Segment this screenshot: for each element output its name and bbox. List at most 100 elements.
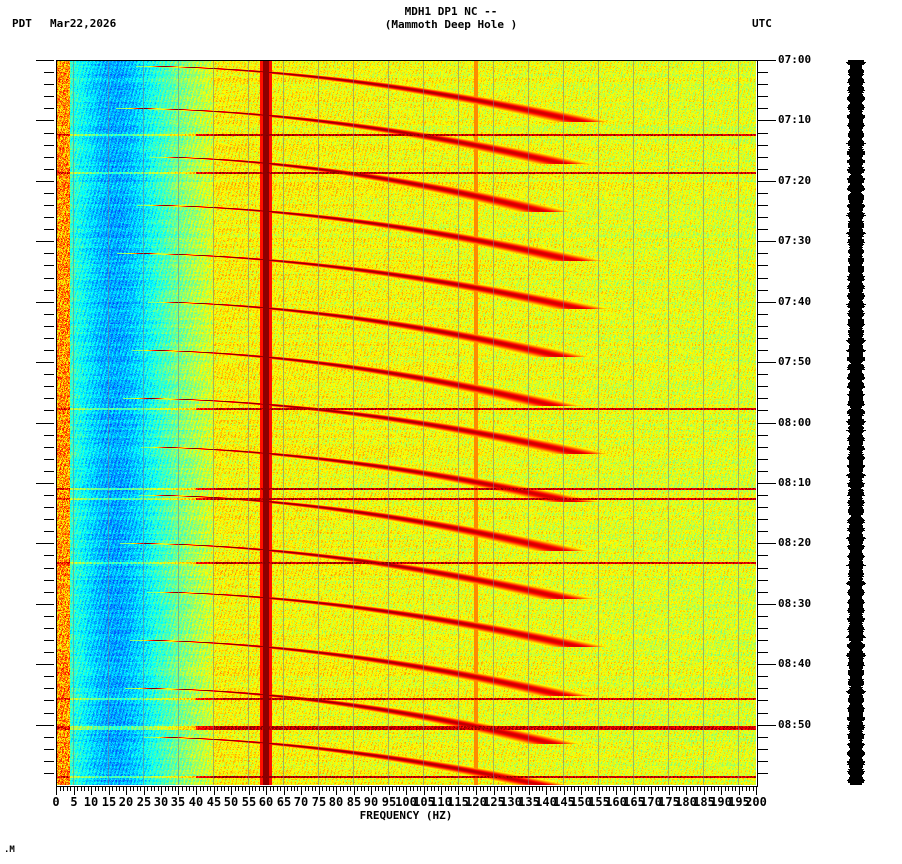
frequency-tick-minor: [410, 786, 411, 791]
frequency-tick-minor: [60, 786, 61, 791]
time-tick-minor: [44, 713, 54, 714]
frequency-tick-minor: [294, 786, 295, 791]
frequency-tick-minor: [193, 786, 194, 791]
time-tick-minor: [44, 749, 54, 750]
frequency-tick-minor: [641, 786, 642, 791]
time-label-utc: 07:50: [778, 355, 812, 368]
time-axis-left-pdt: 00:0000:1000:2000:3000:4000:5001:0001:10…: [0, 60, 56, 785]
frequency-tick-major: [634, 786, 635, 795]
frequency-tick-minor: [98, 786, 99, 791]
frequency-tick-minor: [672, 786, 673, 791]
frequency-tick-minor: [592, 786, 593, 791]
frequency-label: 30: [153, 795, 169, 809]
frequency-tick-minor: [606, 786, 607, 791]
frequency-tick-major: [214, 786, 215, 795]
frequency-tick-minor: [697, 786, 698, 791]
frequency-tick-major: [599, 786, 600, 795]
frequency-tick-minor: [235, 786, 236, 791]
frequency-tick-minor: [749, 786, 750, 791]
frequency-label: 165: [623, 795, 645, 809]
time-tick-minor: [44, 616, 54, 617]
frequency-tick-major: [336, 786, 337, 795]
frequency-label: 125: [483, 795, 505, 809]
frequency-label: 130: [500, 795, 522, 809]
time-tick-minor: [758, 278, 768, 279]
time-tick-minor: [758, 495, 768, 496]
time-tick-major: [758, 725, 776, 726]
frequency-tick-minor: [728, 786, 729, 791]
frequency-tick-minor: [588, 786, 589, 791]
frequency-tick-minor: [140, 786, 141, 791]
frequency-tick-minor: [637, 786, 638, 791]
frequency-tick-minor: [242, 786, 243, 791]
frequency-tick-major: [178, 786, 179, 795]
frequency-tick-minor: [466, 786, 467, 791]
time-axis-right-utc: 07:00 07:10 07:20 07:30 07:40 07:50 08:00 08:10…: [757, 54, 813, 785]
frequency-tick-minor: [350, 786, 351, 791]
frequency-tick-minor: [200, 786, 201, 791]
frequency-tick-minor: [357, 786, 358, 791]
frequency-tick-minor: [228, 786, 229, 791]
frequency-tick-minor: [490, 786, 491, 791]
time-tick-minor: [44, 205, 54, 206]
frequency-tick-minor: [396, 786, 397, 791]
frequency-tick-minor: [67, 786, 68, 791]
time-tick-major: [36, 60, 54, 61]
time-tick-minor: [44, 157, 54, 158]
time-tick-minor: [44, 555, 54, 556]
time-tick-minor: [758, 531, 768, 532]
frequency-tick-minor: [553, 786, 554, 791]
time-tick-minor: [758, 157, 768, 158]
time-tick-minor: [758, 447, 768, 448]
time-tick-minor: [44, 278, 54, 279]
time-tick-major: [36, 543, 54, 544]
frequency-axis-title: FREQUENCY (HZ): [359, 809, 453, 822]
frequency-label: 200: [745, 795, 767, 809]
frequency-label: 80: [328, 795, 344, 809]
time-tick-major: [758, 120, 776, 121]
time-tick-minor: [44, 314, 54, 315]
frequency-tick-minor: [137, 786, 138, 791]
frequency-tick-minor: [105, 786, 106, 791]
time-tick-minor: [44, 519, 54, 520]
frequency-tick-major: [581, 786, 582, 795]
time-tick-major: [758, 362, 776, 363]
frequency-label: 100: [395, 795, 417, 809]
frequency-tick-minor: [116, 786, 117, 791]
time-tick-major: [758, 423, 776, 424]
frequency-label: 40: [188, 795, 204, 809]
frequency-tick-minor: [445, 786, 446, 791]
frequency-tick-minor: [658, 786, 659, 791]
time-tick-minor: [758, 737, 768, 738]
frequency-tick-minor: [735, 786, 736, 791]
frequency-tick-minor: [420, 786, 421, 791]
frequency-tick-major: [721, 786, 722, 795]
frequency-tick-minor: [343, 786, 344, 791]
frequency-tick-minor: [203, 786, 204, 791]
frequency-tick-minor: [483, 786, 484, 791]
time-tick-minor: [44, 676, 54, 677]
time-tick-minor: [758, 676, 768, 677]
frequency-tick-minor: [95, 786, 96, 791]
frequency-tick-minor: [522, 786, 523, 791]
time-tick-minor: [758, 290, 768, 291]
frequency-tick-minor: [221, 786, 222, 791]
frequency-tick-minor: [518, 786, 519, 791]
time-tick-minor: [44, 290, 54, 291]
frequency-tick-minor: [707, 786, 708, 791]
frequency-tick-minor: [473, 786, 474, 791]
frequency-tick-major: [74, 786, 75, 795]
frequency-tick-minor: [487, 786, 488, 791]
frequency-label: 90: [363, 795, 379, 809]
frequency-tick-minor: [315, 786, 316, 791]
time-tick-major: [758, 302, 776, 303]
frequency-tick-minor: [644, 786, 645, 791]
frequency-tick-minor: [84, 786, 85, 791]
frequency-tick-major: [354, 786, 355, 795]
time-tick-major: [36, 423, 54, 424]
frequency-tick-minor: [112, 786, 113, 791]
frequency-tick-minor: [270, 786, 271, 791]
time-tick-minor: [758, 96, 768, 97]
frequency-tick-minor: [693, 786, 694, 791]
time-tick-minor: [758, 616, 768, 617]
